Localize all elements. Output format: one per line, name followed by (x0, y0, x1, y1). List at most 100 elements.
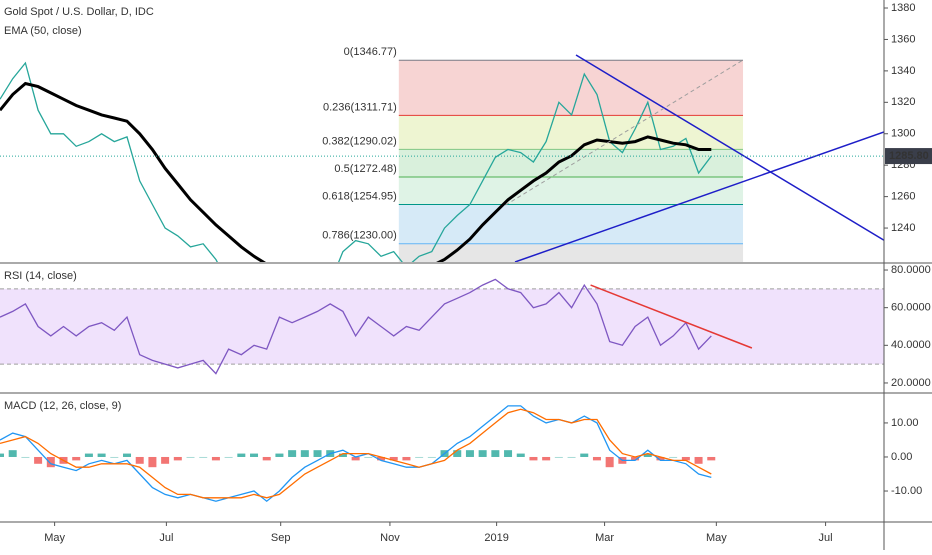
histogram-bar (542, 456, 551, 461)
histogram-bar (237, 453, 246, 457)
histogram-bar (34, 456, 43, 464)
trend-line (514, 131, 884, 262)
fib-label: 0(1346.77) (344, 46, 397, 58)
last-price-label: 1285.80 (889, 150, 929, 162)
histogram-bar (643, 453, 652, 457)
histogram-bar (21, 456, 30, 458)
pane (0, 278, 884, 375)
y-tick-label: 1260 (891, 191, 915, 203)
legend-entry: EMA (50, close) (4, 25, 82, 37)
histogram-bar (707, 456, 716, 461)
pane-title: RSI (14, close) (4, 270, 77, 282)
histogram-bar (631, 456, 640, 461)
fib-label: 0.382(1290.02) (322, 135, 397, 147)
histogram-bar (669, 456, 678, 458)
histogram-bar (681, 456, 690, 461)
y-tick-label: 40.0000 (891, 339, 931, 351)
histogram-bar (211, 456, 220, 461)
y-tick-label: 60.0000 (891, 302, 931, 314)
histogram-bar (338, 453, 347, 457)
fib-label: 0.5(1272.48) (334, 163, 396, 175)
histogram-bar (46, 456, 55, 468)
histogram-bar (110, 456, 119, 458)
histogram-bar (605, 456, 614, 468)
fib-label: 0.786(1230.00) (322, 230, 397, 242)
x-tick-label: May (706, 532, 727, 544)
rsi-band (0, 288, 884, 365)
histogram-bar (529, 456, 538, 461)
y-tick-label: 80.0000 (891, 264, 931, 276)
histogram-bar (250, 453, 259, 457)
histogram-bar (478, 450, 487, 457)
y-tick-label: 0.00 (891, 451, 912, 463)
histogram-bar (427, 456, 436, 458)
histogram-bar (491, 450, 500, 457)
histogram-bar (123, 453, 132, 457)
last-price-tag (885, 148, 932, 165)
histogram-bar (377, 456, 386, 461)
x-tick-label: Jul (159, 532, 173, 544)
indicator-line (0, 81, 712, 262)
histogram-bar (72, 456, 81, 461)
histogram-bar (389, 456, 398, 461)
histogram-bar (580, 453, 589, 457)
y-tick-label: 1300 (891, 128, 915, 140)
series-line (0, 61, 712, 262)
histogram-bar (161, 456, 170, 464)
y-tick-label: 1320 (891, 96, 915, 108)
histogram-bar (567, 456, 576, 458)
pane-title: MACD (12, 26, close, 9) (4, 400, 121, 412)
histogram-bar (504, 450, 513, 457)
y-tick-label: 1240 (891, 222, 915, 234)
histogram-bar (224, 456, 233, 458)
y-tick-label: 1340 (891, 65, 915, 77)
histogram-bar (0, 453, 4, 457)
x-tick-label: Mar (595, 532, 614, 544)
pane-title: Gold Spot / U.S. Dollar, D, IDC (4, 6, 154, 18)
x-tick-label: Nov (380, 532, 400, 544)
histogram-bar (199, 456, 208, 458)
fib-band (398, 60, 744, 116)
x-tick-label: 2019 (484, 532, 508, 544)
fib-label: 0.236(1311.71) (323, 101, 397, 113)
histogram-bar (592, 456, 601, 461)
y-tick-label: -10.00 (891, 485, 922, 497)
histogram-bar (148, 456, 157, 468)
histogram-bar (415, 456, 424, 458)
fib-band (398, 115, 744, 150)
histogram-bar (656, 456, 665, 461)
trend-line (590, 284, 753, 349)
histogram-bar (135, 456, 144, 464)
histogram-bar (84, 453, 93, 457)
histogram-bar (694, 456, 703, 464)
pane (0, 405, 716, 503)
trend-line (505, 59, 744, 206)
histogram-bar (275, 453, 284, 457)
fib-label: 0.618(1254.95) (322, 190, 397, 202)
fib-band (398, 243, 744, 262)
histogram-bar (8, 450, 17, 457)
histogram-bar (173, 456, 182, 461)
series-line (0, 405, 712, 503)
panes: 0(1346.77) 0.236(1311.71) 0.382(1290.02) 0.… (0, 2, 932, 544)
fib-band (398, 177, 744, 205)
histogram-bar (313, 450, 322, 457)
histogram-bar (453, 450, 462, 457)
histogram-bar (288, 450, 297, 457)
trend-line (575, 54, 884, 241)
histogram-bar (465, 450, 474, 457)
y-tick-label: 10.00 (891, 417, 919, 429)
series-line (0, 278, 712, 375)
histogram-bar (300, 450, 309, 457)
histogram-bar (402, 456, 411, 461)
x-tick-label: Sep (271, 532, 291, 544)
histogram-bar (516, 453, 525, 457)
x-tick-label: May (44, 532, 65, 544)
pane: 0(1346.77) 0.236(1311.71) 0.382(1290.02) 0.… (0, 46, 884, 262)
x-tick-label: Jul (819, 532, 833, 544)
y-tick-label: 1360 (891, 33, 915, 45)
histogram-bar (262, 456, 271, 461)
histogram-bar (554, 456, 563, 458)
histogram-bar (364, 456, 373, 458)
